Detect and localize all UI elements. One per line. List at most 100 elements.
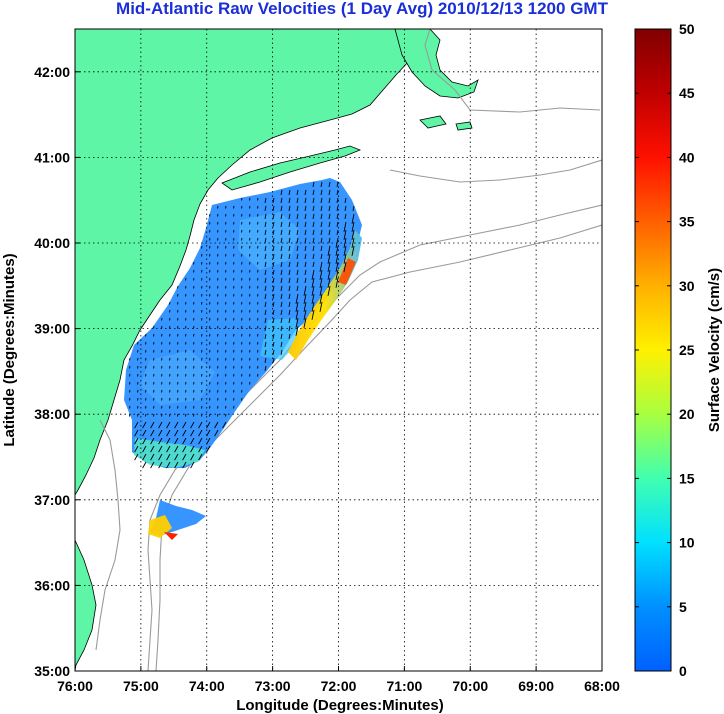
velocity-vector [169, 341, 171, 345]
velocity-vector [280, 309, 283, 315]
velocity-vector [272, 253, 275, 259]
velocity-vector [351, 245, 355, 256]
velocity-vector [327, 245, 331, 256]
velocity-vector [312, 213, 315, 219]
velocity-vector [241, 397, 243, 401]
velocity-vector [249, 277, 251, 281]
velocity-vector [336, 205, 339, 211]
velocity-vector [174, 429, 179, 437]
velocity-vector [264, 349, 267, 355]
y-tick-label: 37:00 [34, 492, 70, 508]
velocity-vector [241, 333, 243, 337]
velocity-vector [190, 437, 195, 445]
velocity-vector [320, 229, 323, 235]
velocity-vector [217, 277, 219, 281]
velocity-vector [134, 445, 139, 453]
velocity-vector [319, 269, 323, 280]
velocity-vector [169, 325, 171, 329]
velocity-vector [217, 405, 219, 409]
velocity-vector [327, 285, 331, 296]
velocity-vector [145, 341, 147, 345]
velocity-vector [312, 181, 315, 187]
velocity-vector [142, 429, 147, 437]
velocity-vector [209, 309, 211, 313]
velocity-vector [249, 285, 251, 289]
velocity-vector [201, 357, 203, 361]
velocity-vector [304, 245, 307, 251]
velocity-vector [166, 453, 171, 461]
velocity-vector [288, 261, 291, 267]
velocity-vector [185, 389, 187, 393]
velocity-vector [225, 229, 227, 233]
velocity-vector [312, 189, 315, 195]
velocity-vector [158, 453, 163, 461]
velocity-vector [280, 229, 283, 235]
velocity-vector [264, 309, 267, 315]
velocity-vector [193, 269, 195, 273]
velocity-vector [319, 293, 323, 304]
velocity-vector [328, 221, 331, 227]
x-axis-label: Longitude (Degrees:Minutes) [236, 697, 444, 714]
velocity-vector [209, 229, 211, 233]
field-patch [148, 515, 172, 538]
velocity-vector [272, 357, 275, 363]
velocity-vector [311, 309, 315, 320]
velocity-vector [209, 357, 211, 361]
velocity-vector [193, 405, 195, 409]
velocity-vector [217, 261, 219, 265]
velocity-vector [264, 341, 267, 347]
velocity-vector [169, 405, 171, 409]
velocity-vector [272, 309, 275, 315]
velocity-vector [193, 413, 195, 417]
velocity-vector [217, 389, 219, 393]
velocity-vector [241, 309, 243, 313]
velocity-vector [193, 285, 195, 289]
velocity-vector [177, 397, 179, 401]
velocity-vector [193, 333, 195, 337]
velocity-vector [241, 213, 243, 217]
velocity-vector [319, 285, 323, 296]
velocity-vector [206, 437, 211, 445]
velocity-vector [225, 213, 227, 217]
velocity-vector [312, 261, 315, 267]
velocity-vector [142, 453, 147, 461]
velocity-vector [153, 341, 155, 345]
velocity-vector [320, 213, 323, 219]
velocity-vector [225, 269, 227, 273]
velocity-vector [161, 357, 163, 361]
velocity-vector [296, 285, 299, 291]
velocity-vector [193, 261, 195, 265]
velocity-vector [193, 389, 195, 393]
velocity-vector [137, 341, 139, 345]
velocity-vector [288, 333, 291, 339]
velocity-vector [177, 405, 179, 409]
velocity-vector [233, 285, 235, 289]
velocity-vector [198, 453, 203, 461]
velocity-vector [296, 261, 299, 267]
colorbar-tick-label: 50 [679, 21, 695, 37]
velocity-vector [257, 301, 259, 305]
velocity-vector [201, 373, 203, 377]
velocity-vector [320, 237, 323, 243]
velocity-vector [217, 237, 219, 241]
velocity-vector [327, 277, 331, 288]
velocity-vector [233, 333, 235, 337]
velocity-vector [137, 357, 139, 361]
velocity-vector [241, 269, 243, 273]
velocity-vector [217, 245, 219, 249]
velocity-vector [280, 341, 283, 347]
velocity-vector [185, 397, 187, 401]
velocity-vector [233, 213, 235, 217]
velocity-vector [249, 365, 251, 369]
velocity-vector [280, 237, 283, 243]
velocity-vector [177, 309, 179, 313]
velocity-vector [264, 317, 267, 323]
velocity-vector [328, 205, 331, 211]
velocity-vector [209, 349, 211, 353]
velocity-vector [296, 253, 299, 259]
velocity-vector [311, 301, 315, 312]
velocity-vector [272, 349, 275, 355]
velocity-vector [214, 421, 219, 429]
velocity-vector [193, 325, 195, 329]
x-axis-ticks: 76:00 75:00 74:00 73:00 72:00 71:00 70:00 69:00… [57, 666, 620, 694]
